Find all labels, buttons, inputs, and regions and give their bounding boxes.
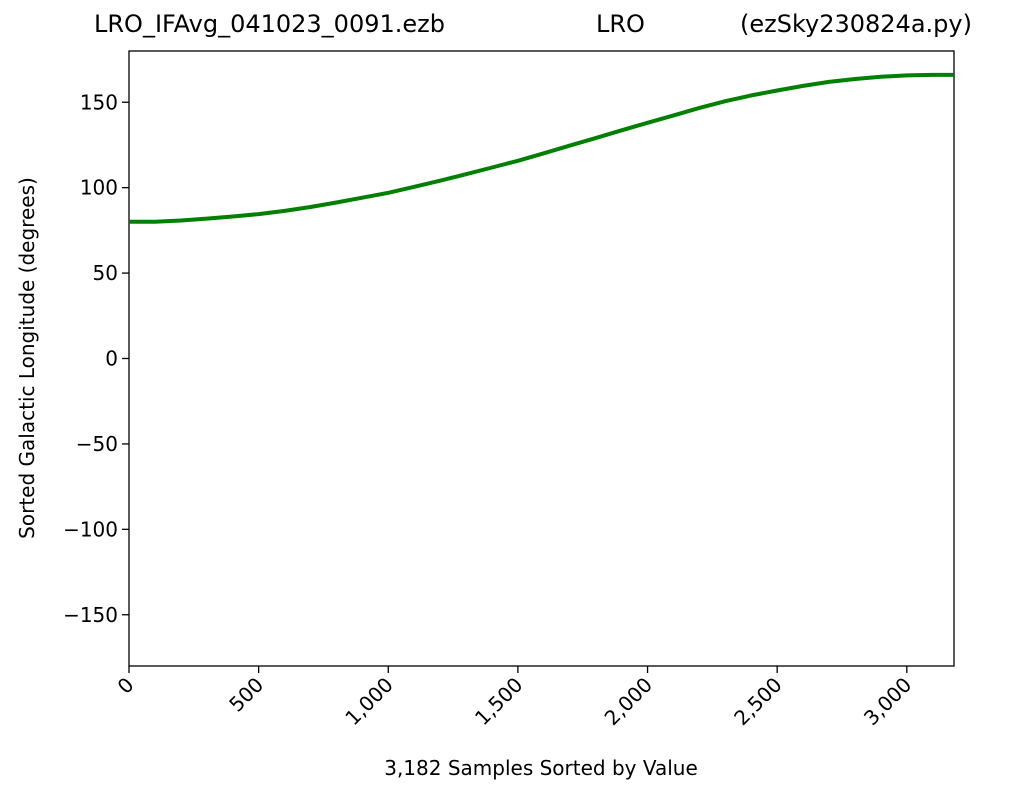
chart-title-filename: LRO_IFAvg_041023_0091.ezb	[94, 10, 445, 38]
y-tick-label: −150	[63, 603, 118, 627]
chart-title-script: (ezSky230824a.py)	[740, 10, 972, 38]
chart-title-station: LRO	[596, 10, 645, 38]
y-axis: 150 100 50 0 −50 −100 −150	[63, 90, 129, 627]
x-tick-label: 2,500	[729, 673, 786, 730]
series-line	[128, 72, 954, 224]
x-tick-label: 3,000	[859, 673, 916, 730]
y-tick-label: 100	[80, 176, 118, 200]
x-tick-label: 1,000	[340, 673, 397, 730]
y-axis-label: Sorted Galactic Longitude (degrees)	[15, 177, 39, 539]
y-tick-label: −100	[63, 517, 118, 541]
y-tick-label: 50	[93, 261, 118, 285]
y-tick-label: 150	[80, 90, 118, 114]
y-tick-label: 0	[105, 347, 118, 371]
series-group	[128, 72, 954, 224]
x-tick-label: 500	[224, 673, 268, 717]
x-tick-label: 0	[113, 673, 139, 699]
x-tick-label: 2,000	[600, 673, 657, 730]
plot-area	[128, 50, 955, 667]
x-axis-label: 3,182 Samples Sorted by Value	[384, 756, 698, 780]
x-axis: 0 500 1,000 1,500 2,000 2,500 3,000	[113, 666, 916, 730]
x-tick-label: 1,500	[470, 673, 527, 730]
y-tick-label: −50	[76, 432, 118, 456]
